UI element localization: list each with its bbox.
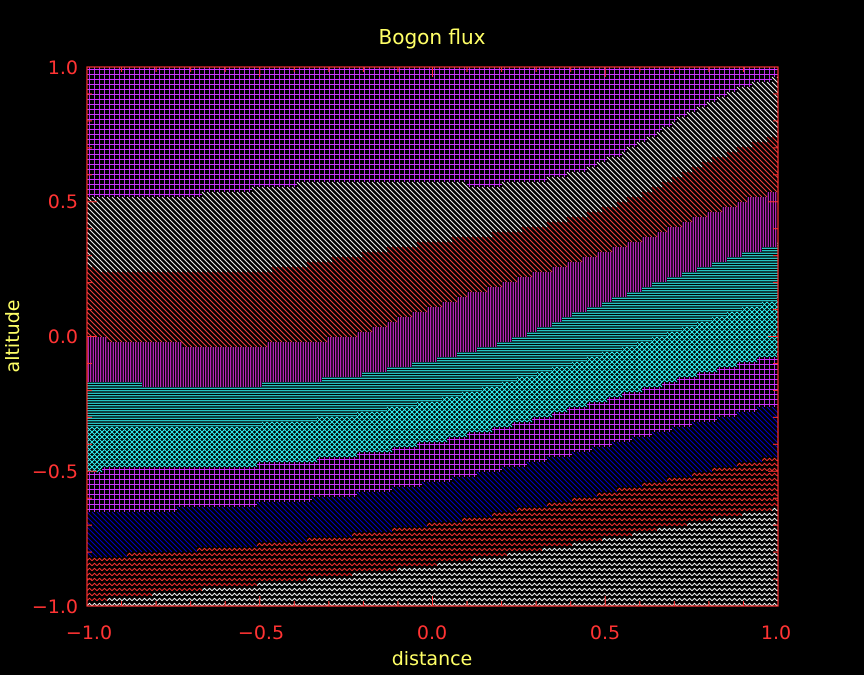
axis-ticks	[86, 66, 779, 607]
x-tick-label-0: −1.0	[66, 622, 112, 644]
x-tick-label-2: 0.0	[417, 622, 447, 644]
x-axis-label: distance	[392, 648, 473, 670]
y-tick-label-4: 1.0	[48, 57, 78, 79]
contour-band-2	[87, 406, 778, 558]
x-tick-label-4: 1.0	[761, 622, 791, 644]
chart-title: Bogon flux	[378, 25, 485, 49]
contour-band-8	[87, 76, 778, 273]
x-tick-label-3: 0.5	[590, 622, 620, 644]
contour-band-4	[87, 296, 778, 473]
contour-band-5	[87, 242, 778, 427]
y-tick-label-3: 0.5	[48, 191, 78, 213]
y-tick-label-0: −1.0	[32, 596, 78, 618]
contour-band-3	[87, 354, 778, 512]
y-tick-label-2: 0.0	[48, 326, 78, 348]
contour-fills	[87, 67, 778, 606]
contour-band-0	[87, 507, 778, 606]
x-tick-label-1: −0.5	[238, 622, 284, 644]
contour-band-7	[87, 136, 778, 348]
contour-band-9	[87, 67, 778, 197]
contour-band-6	[87, 192, 778, 387]
contour-band-1	[87, 457, 778, 602]
y-axis-label: altitude	[2, 300, 24, 373]
y-tick-label-1: −0.5	[32, 461, 78, 483]
